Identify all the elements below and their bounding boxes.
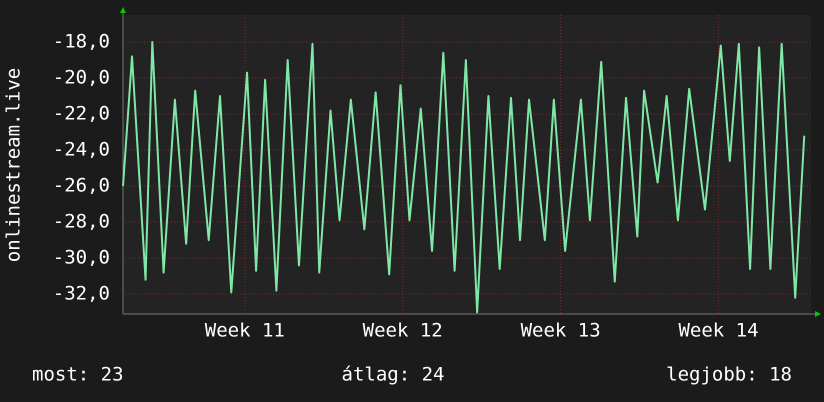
y-tick-label: -30,0 [53,247,110,269]
footer-best: legjobb: 18 [666,364,792,386]
y-tick-label: -22,0 [53,103,110,125]
y-tick-label: -20,0 [53,67,110,89]
y-tick-label: -28,0 [53,211,110,233]
x-tick-label: Week 12 [363,320,443,342]
x-tick-label: Week 11 [205,320,285,342]
x-tick-label: Week 13 [521,320,601,342]
y-tick-label: -18,0 [53,31,110,53]
y-tick-label: -26,0 [53,175,110,197]
plot-area [123,15,811,314]
y-arrow [120,7,126,13]
data-line [122,41,806,314]
y-tick-label: -24,0 [53,139,110,161]
x-tick-label: Week 14 [678,320,758,342]
y-axis-label: onlinestream.live [3,68,25,262]
footer-current: most: 23 [32,364,124,386]
footer-average: átlag: 24 [342,364,445,386]
y-tick-label: -32,0 [53,283,110,305]
x-arrow [815,311,821,317]
